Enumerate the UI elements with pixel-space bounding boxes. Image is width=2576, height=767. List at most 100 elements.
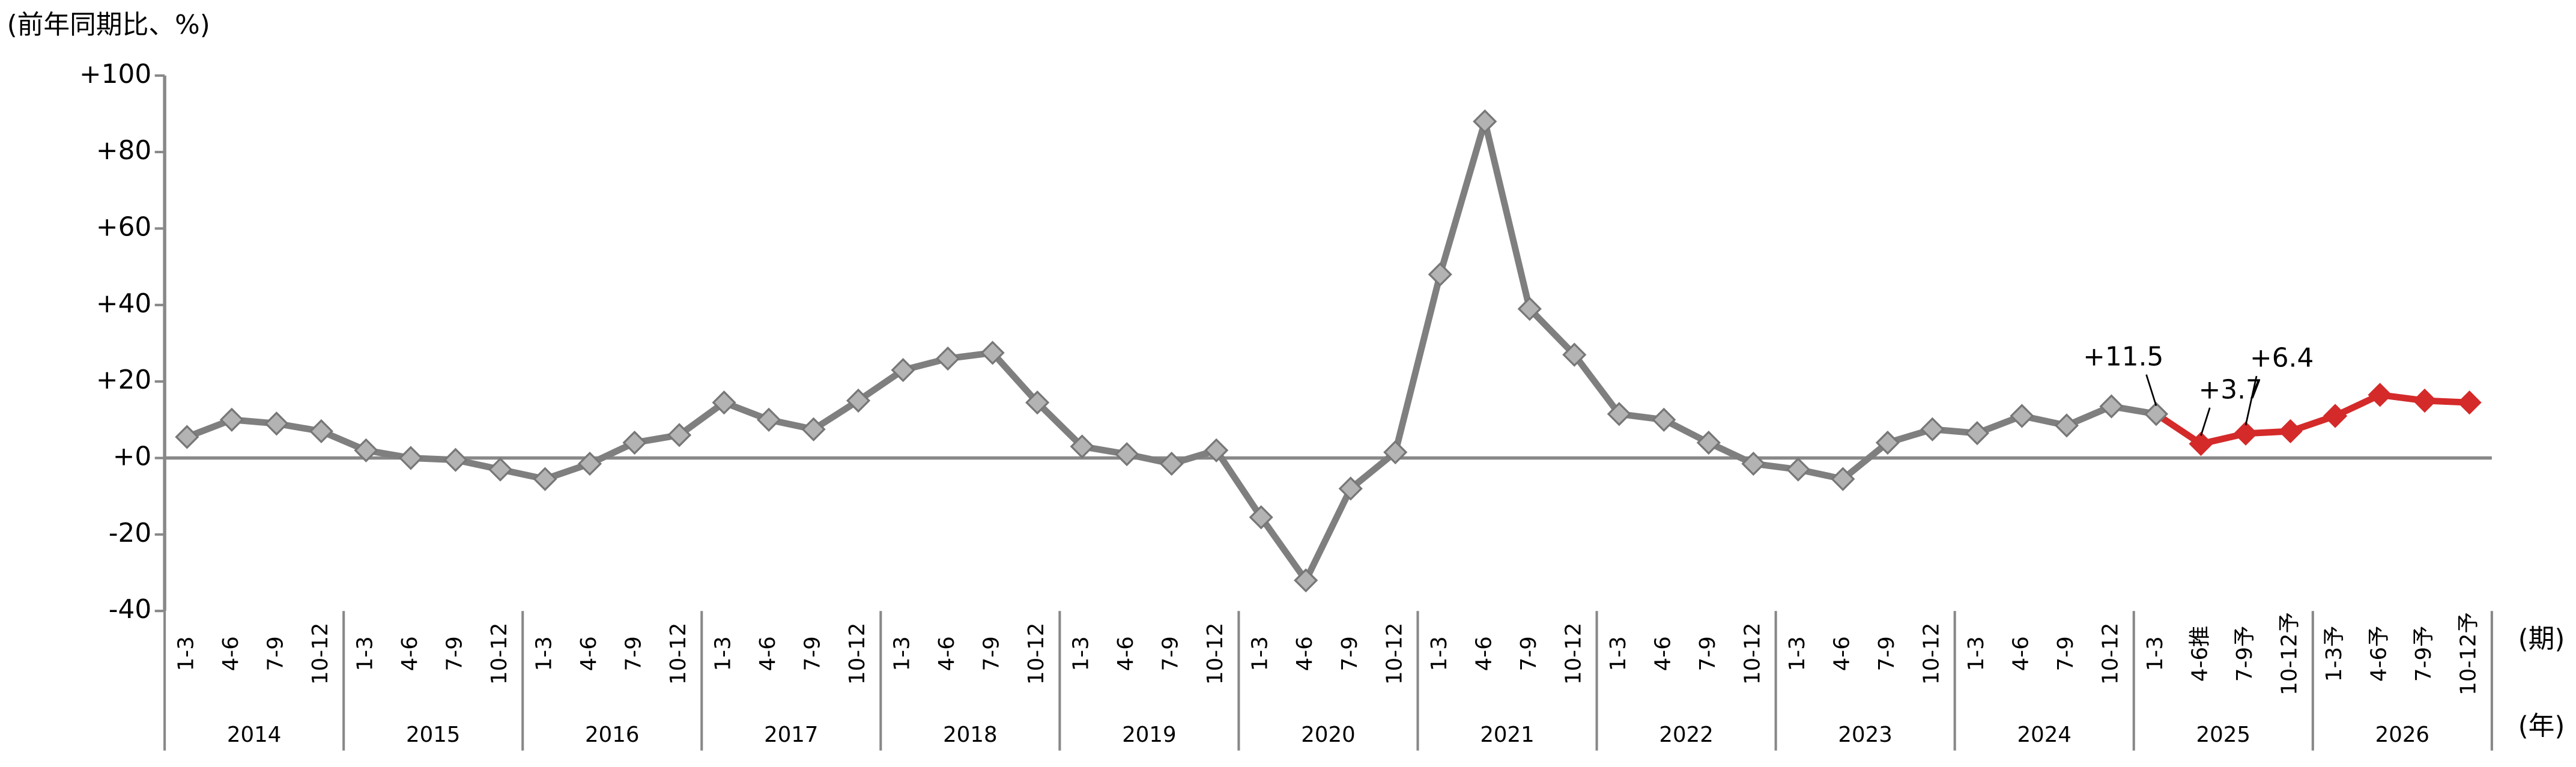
- year-label: 2022: [1659, 723, 1713, 747]
- x-tick-label: 10-12: [1740, 623, 1765, 685]
- data-point: [2413, 388, 2437, 413]
- y-tick-label: +80: [96, 135, 151, 166]
- x-tick-label: 4-6推: [2188, 626, 2213, 682]
- year-label: 2018: [943, 723, 997, 747]
- data-point: [398, 446, 423, 470]
- x-tick-label: 4-6: [935, 636, 959, 671]
- data-point: [443, 447, 468, 472]
- data-point: [488, 457, 513, 482]
- x-tick-label: 7-9: [980, 636, 1004, 671]
- data-point: [801, 417, 826, 441]
- data-point: [2054, 413, 2079, 438]
- data-point: [846, 388, 871, 413]
- x-tick-label: 1-3: [1248, 636, 1273, 671]
- value-label: +6.4: [2250, 343, 2314, 374]
- data-point: [1473, 109, 1497, 134]
- data-point: [264, 411, 289, 436]
- x-tick-label: 4-6: [1293, 636, 1317, 671]
- x-tick-label: 4-6予: [2367, 626, 2392, 682]
- data-point: [1383, 440, 1408, 465]
- x-tick-label: 1-3: [1069, 636, 1094, 671]
- data-point: [309, 419, 334, 444]
- data-point: [1741, 451, 1766, 476]
- x-tick-label: 1-3: [174, 636, 198, 671]
- data-point: [1338, 476, 1363, 501]
- data-point: [533, 467, 557, 491]
- x-tick-label: 1-3: [711, 636, 736, 671]
- x-tick-label: 10-12: [666, 623, 691, 685]
- x-tick-label: 7-9: [263, 636, 288, 671]
- x-tick-label: 7-9: [1696, 636, 1720, 671]
- data-line: [186, 118, 2157, 584]
- x-tick-label: 10-12予: [2456, 612, 2481, 696]
- data-point: [2323, 404, 2348, 428]
- data-point: [354, 438, 378, 462]
- data-point: [2457, 390, 2482, 415]
- x-tick-label: 1-3: [532, 636, 556, 671]
- x-tick-label: 4-6: [577, 636, 601, 671]
- x-tick-label: 7-9: [2053, 636, 2078, 671]
- year-label: 2016: [585, 723, 639, 747]
- year-label: 2023: [1838, 723, 1892, 747]
- year-label: 2017: [764, 723, 818, 747]
- x-tick-label: 1-3予: [2322, 626, 2347, 682]
- x-tick-label: 4-6: [398, 636, 422, 671]
- y-tick-label: +40: [96, 288, 151, 319]
- year-label: 2026: [2375, 723, 2429, 747]
- year-label: 2024: [2017, 723, 2071, 747]
- x-tick-label: 1-3: [1427, 636, 1452, 671]
- y-tick-label: +60: [96, 211, 151, 242]
- data-point: [1070, 434, 1094, 459]
- data-point: [667, 423, 692, 447]
- year-label: 2021: [1480, 723, 1534, 747]
- data-point: [1920, 417, 1945, 441]
- data-point: [712, 390, 736, 415]
- x-tick-label: 10-12: [308, 623, 333, 685]
- data-point: [2368, 383, 2392, 407]
- x-tick-label: 10-12予: [2277, 612, 2302, 696]
- x-tick-label: 7-9: [442, 636, 467, 671]
- x-tick-label: 1-3: [890, 636, 915, 671]
- x-tick-label: 1-3: [2143, 636, 2168, 671]
- data-point: [980, 341, 1005, 365]
- data-point: [1025, 390, 1050, 415]
- x-tick-label: 7-9: [1159, 636, 1183, 671]
- x-tick-label: 7-9予: [2232, 626, 2257, 682]
- data-point: [1428, 262, 1452, 286]
- x-tick-label: 7-9: [1874, 636, 1899, 671]
- x-tick-label: 4-6: [1471, 636, 1496, 671]
- y-axis-label: (前年同期比、%): [7, 10, 210, 40]
- x-tick-label: 1-3: [1785, 636, 1810, 671]
- x-tick-label: 4-6: [2008, 636, 2033, 671]
- x-tick-label: 1-3: [353, 636, 377, 671]
- y-tick-label: +20: [96, 365, 151, 395]
- year-label: 2014: [227, 723, 281, 747]
- y-tick-label: +0: [113, 441, 152, 472]
- x-tick-label: 4-6: [1829, 636, 1854, 671]
- y-tick-label: +100: [79, 59, 151, 89]
- data-point: [1965, 421, 1990, 446]
- data-point: [1294, 568, 1318, 593]
- data-point: [622, 430, 647, 455]
- x-tick-label: 10-12: [1561, 623, 1586, 685]
- x-tick-label: 1-3: [1964, 636, 1989, 671]
- x-tick-label: 10-12: [1203, 623, 1228, 685]
- data-point: [175, 425, 199, 449]
- data-point: [1786, 457, 1810, 482]
- x-tick-label: 7-9: [1517, 636, 1541, 671]
- data-point: [1249, 505, 1273, 530]
- data-point: [219, 407, 244, 432]
- data-point: [936, 346, 960, 371]
- y-tick-label: -40: [109, 594, 151, 625]
- x-tick-label: 10-12: [487, 623, 512, 685]
- value-label: +11.5: [2083, 341, 2163, 372]
- x-tick-label: 10-12: [2098, 623, 2123, 685]
- year-label: 2019: [1122, 723, 1176, 747]
- data-point: [1696, 430, 1721, 455]
- x-tick-label: 7-9: [1338, 636, 1362, 671]
- label-leader: [2145, 374, 2157, 407]
- data-point: [1652, 407, 1676, 432]
- x-tick-label: 10-12: [845, 623, 870, 685]
